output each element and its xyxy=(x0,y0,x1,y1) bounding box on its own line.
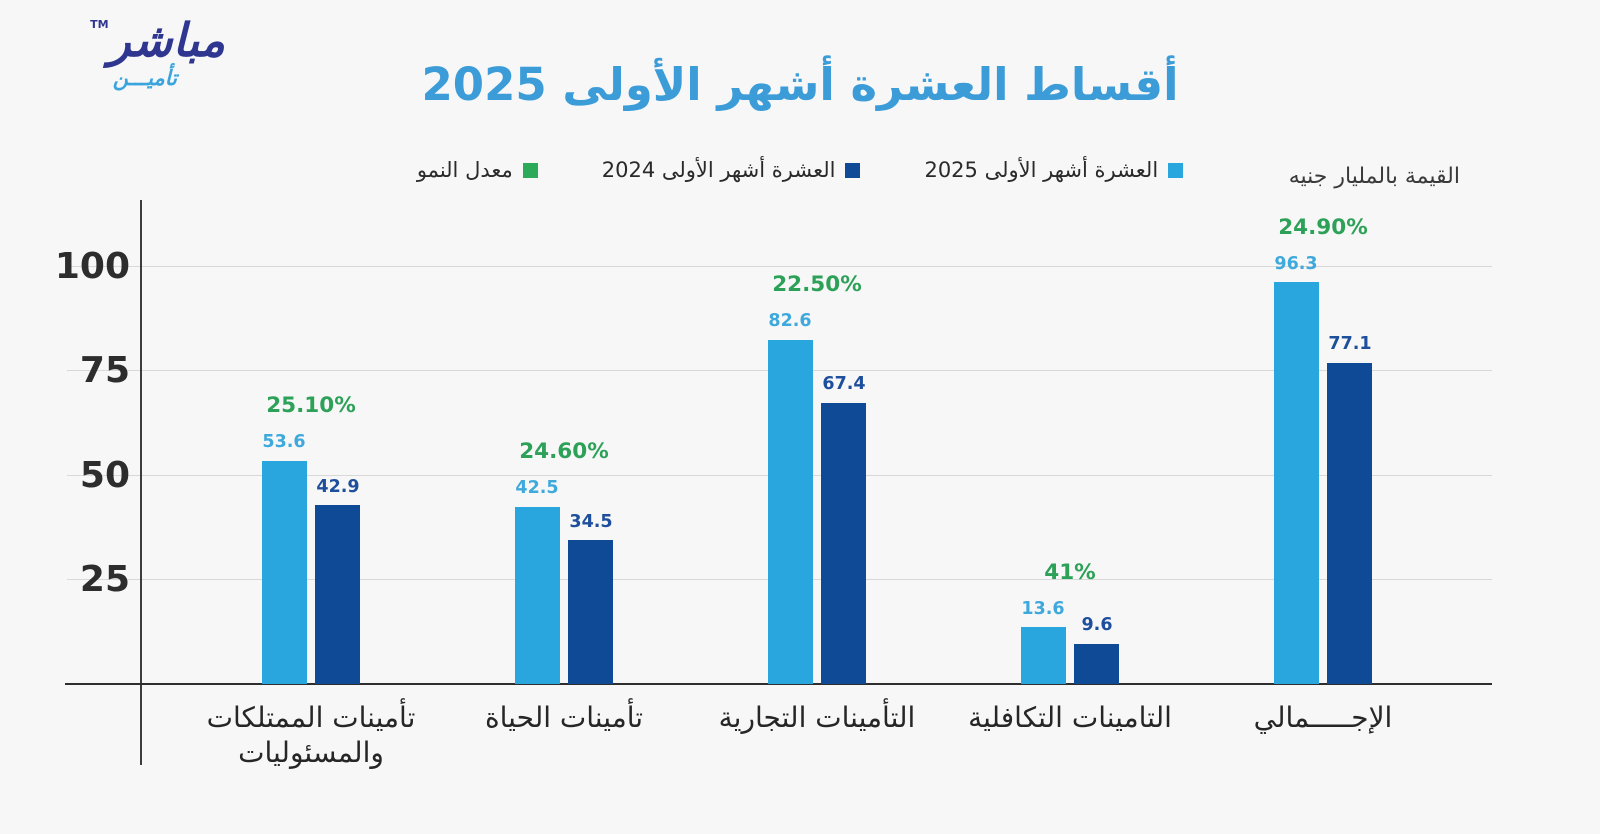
y-axis-tick-100: 100 xyxy=(54,246,130,287)
bar-group-4: 96.3 77.1 24.90% الإجـــــمالي xyxy=(1209,200,1437,734)
bar-2024 xyxy=(1074,643,1119,684)
value-label-2025: 42.5 xyxy=(515,478,559,499)
value-label-2025: 13.6 xyxy=(1021,598,1065,619)
value-label-2024: 9.6 xyxy=(1081,615,1113,636)
legend-item-growth: معدل النمو xyxy=(417,158,538,182)
bar-group-1: 42.5 34.5 24.60% تأمينات الحياة xyxy=(450,200,678,734)
y-axis-line xyxy=(140,200,142,765)
trademark-mark: TM xyxy=(90,18,109,31)
y-axis-tick-50: 50 xyxy=(79,454,130,496)
bar-2024 xyxy=(821,402,866,684)
legend-label-2024: العشرة أشهر الأولى 2024 xyxy=(601,158,836,182)
chart-legend: العشرة أشهر الأولى 2025 العشرة أشهر الأو… xyxy=(300,158,1300,182)
bar-group-0: 53.6 42.9 25.10% تأمينات الممتلكات والمسئول… xyxy=(197,200,425,769)
x-axis-line xyxy=(65,683,1492,685)
value-label-2024: 34.5 xyxy=(569,511,613,532)
bar-2025 xyxy=(262,460,307,684)
growth-rate-label: 24.60% xyxy=(519,439,609,465)
growth-rate-label: 25.10% xyxy=(266,393,356,418)
bar-groups-row: 53.6 42.9 25.10% تأمينات الممتلكات والمسئول… xyxy=(142,200,1492,769)
x-axis-category-label-0: تأمينات الممتلكات والمسئوليات xyxy=(206,701,416,769)
gridline-100 xyxy=(67,266,1492,267)
x-axis-category-label-4: الإجـــــمالي xyxy=(1253,701,1393,734)
x-axis-category-label-1: تأمينات الحياة xyxy=(484,701,644,734)
company-logo: مباشرTM تأميـــن xyxy=(55,13,226,91)
legend-label-growth: معدل النمو xyxy=(416,158,513,182)
unit-note: القيمة بالمليار جنيه xyxy=(1288,164,1460,189)
bar-2025 xyxy=(1021,627,1066,684)
x-axis-category-label-2: التأمينات التجارية xyxy=(718,701,916,734)
chart-title: أقساط العشرة أشهر الأولى 2025 xyxy=(421,58,1179,111)
value-label-2024: 67.4 xyxy=(822,374,866,395)
bar-2024 xyxy=(1327,362,1372,684)
logo-brand-text: مباشرTM xyxy=(90,13,226,67)
bar-group-2: 82.6 67.4 22.50% التأمينات التجارية xyxy=(703,200,931,734)
value-label-2025: 82.6 xyxy=(768,311,812,332)
legend-item-2024: العشرة أشهر الأولى 2024 xyxy=(602,158,861,182)
bar-2024 xyxy=(315,505,360,684)
bar-2025 xyxy=(1274,282,1319,684)
legend-swatch-2025 xyxy=(1168,162,1184,178)
legend-swatch-2024 xyxy=(845,162,861,178)
bar-2025 xyxy=(515,506,560,684)
x-axis-category-label-3: التامينات التكافلية xyxy=(968,701,1172,734)
value-label-2024: 77.1 xyxy=(1328,334,1372,354)
bar-2025 xyxy=(768,339,813,684)
legend-item-2025: العشرة أشهر الأولى 2025 xyxy=(924,158,1184,182)
value-label-2025: 53.6 xyxy=(262,432,306,452)
y-axis-tick-25: 25 xyxy=(79,558,130,600)
y-axis-tick-75: 75 xyxy=(79,350,130,392)
value-label-2025: 96.3 xyxy=(1274,253,1318,274)
legend-swatch-growth xyxy=(522,162,538,178)
growth-rate-label: 22.50% xyxy=(772,272,862,298)
growth-rate-label: 24.90% xyxy=(1278,214,1368,240)
growth-rate-label: 41% xyxy=(1044,559,1096,585)
bar-2024 xyxy=(568,540,613,684)
legend-label-2025: العشرة أشهر الأولى 2025 xyxy=(924,158,1159,182)
logo-sub-text: تأميـــن xyxy=(112,66,177,91)
bar-group-3: 13.6 9.6 41% التامينات التكافلية xyxy=(956,200,1184,734)
plot-area: 53.6 42.9 25.10% تأمينات الممتلكات والمسئول… xyxy=(55,200,1492,769)
value-label-2024: 42.9 xyxy=(316,476,360,497)
